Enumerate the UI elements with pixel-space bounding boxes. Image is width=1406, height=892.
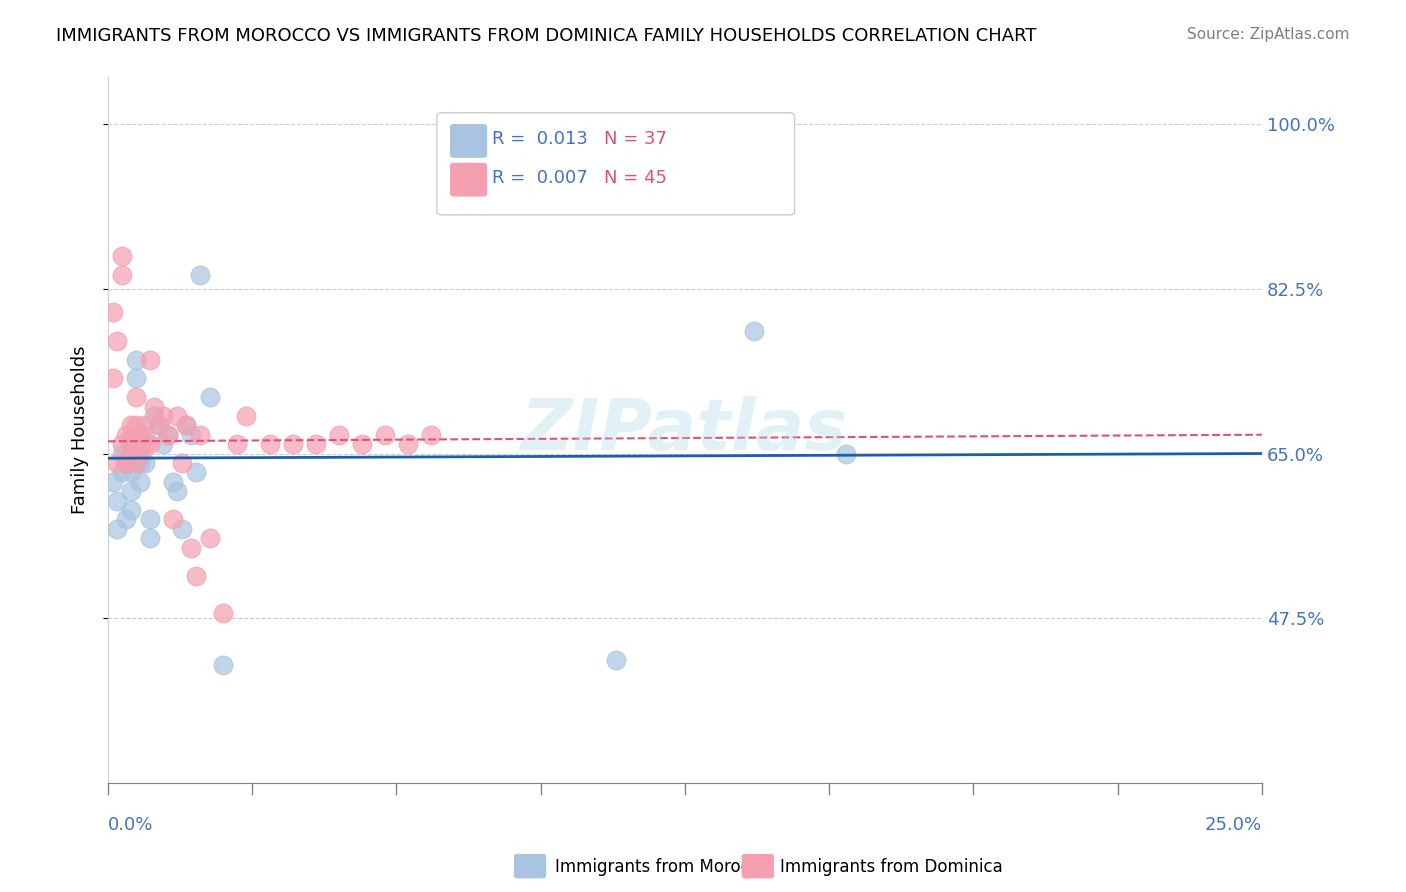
FancyBboxPatch shape	[451, 163, 486, 196]
Point	[180, 427, 202, 442]
Point	[152, 409, 174, 423]
Point	[105, 334, 128, 348]
Point	[835, 446, 858, 460]
Point	[120, 437, 142, 451]
Y-axis label: Family Households: Family Households	[72, 346, 89, 515]
Point	[120, 466, 142, 480]
Point	[120, 427, 142, 442]
Text: Source: ZipAtlas.com: Source: ZipAtlas.com	[1187, 27, 1350, 42]
Point	[143, 400, 166, 414]
Text: 25.0%: 25.0%	[1205, 815, 1263, 834]
Point	[125, 418, 148, 433]
Point	[198, 531, 221, 545]
Point	[188, 268, 211, 282]
Point	[180, 541, 202, 555]
Point	[742, 324, 765, 338]
Text: Immigrants from Dominica: Immigrants from Dominica	[780, 858, 1002, 876]
Point	[111, 446, 134, 460]
Point	[605, 653, 627, 667]
Point	[176, 418, 198, 433]
Point	[162, 512, 184, 526]
Point	[176, 418, 198, 433]
Point	[101, 305, 124, 319]
Point	[125, 371, 148, 385]
Point	[170, 456, 193, 470]
Point	[138, 437, 160, 451]
Point	[170, 522, 193, 536]
Point	[101, 475, 124, 489]
Point	[235, 409, 257, 423]
Point	[184, 466, 207, 480]
Text: Immigrants from Morocco: Immigrants from Morocco	[555, 858, 769, 876]
Point	[148, 418, 170, 433]
Point	[129, 427, 152, 442]
FancyBboxPatch shape	[437, 112, 794, 215]
Point	[259, 437, 281, 451]
Point	[101, 371, 124, 385]
Point	[115, 427, 138, 442]
Point	[111, 466, 134, 480]
Point	[226, 437, 249, 451]
Point	[105, 456, 128, 470]
Point	[143, 409, 166, 423]
FancyBboxPatch shape	[451, 125, 486, 157]
Point	[129, 475, 152, 489]
Text: R =  0.013: R = 0.013	[492, 130, 588, 148]
Point	[138, 531, 160, 545]
Point	[198, 390, 221, 404]
Text: R =  0.007: R = 0.007	[492, 169, 588, 187]
Point	[138, 352, 160, 367]
Point	[350, 437, 373, 451]
Point	[305, 437, 328, 451]
Point	[111, 268, 134, 282]
Point	[129, 456, 152, 470]
Point	[396, 437, 419, 451]
Point	[105, 493, 128, 508]
Point	[184, 568, 207, 582]
Point	[115, 456, 138, 470]
Point	[111, 249, 134, 263]
Text: IMMIGRANTS FROM MOROCCO VS IMMIGRANTS FROM DOMINICA FAMILY HOUSEHOLDS CORRELATIO: IMMIGRANTS FROM MOROCCO VS IMMIGRANTS FR…	[56, 27, 1036, 45]
Point	[328, 427, 350, 442]
Point	[134, 418, 156, 433]
Text: N = 37: N = 37	[605, 130, 668, 148]
Point	[120, 446, 142, 460]
Point	[152, 437, 174, 451]
Point	[125, 390, 148, 404]
Point	[125, 456, 148, 470]
Point	[111, 437, 134, 451]
Point	[115, 456, 138, 470]
Text: ZIPatlas: ZIPatlas	[522, 395, 849, 465]
Point	[138, 512, 160, 526]
Point	[129, 446, 152, 460]
Point	[188, 427, 211, 442]
Point	[105, 522, 128, 536]
Point	[166, 409, 188, 423]
Point	[148, 418, 170, 433]
Point	[212, 658, 235, 673]
Point	[166, 484, 188, 499]
Point	[420, 427, 443, 442]
Text: 0.0%: 0.0%	[108, 815, 153, 834]
Point	[162, 475, 184, 489]
Point	[134, 437, 156, 451]
Text: N = 45: N = 45	[605, 169, 668, 187]
Point	[156, 427, 179, 442]
Point	[120, 484, 142, 499]
Point	[134, 427, 156, 442]
Point	[374, 427, 396, 442]
Point	[120, 418, 142, 433]
Point	[281, 437, 304, 451]
Point	[156, 427, 179, 442]
Point	[125, 456, 148, 470]
Point	[129, 437, 152, 451]
Point	[115, 512, 138, 526]
Point	[125, 352, 148, 367]
Point	[120, 437, 142, 451]
Point	[212, 607, 235, 621]
Point	[120, 503, 142, 517]
Point	[134, 456, 156, 470]
